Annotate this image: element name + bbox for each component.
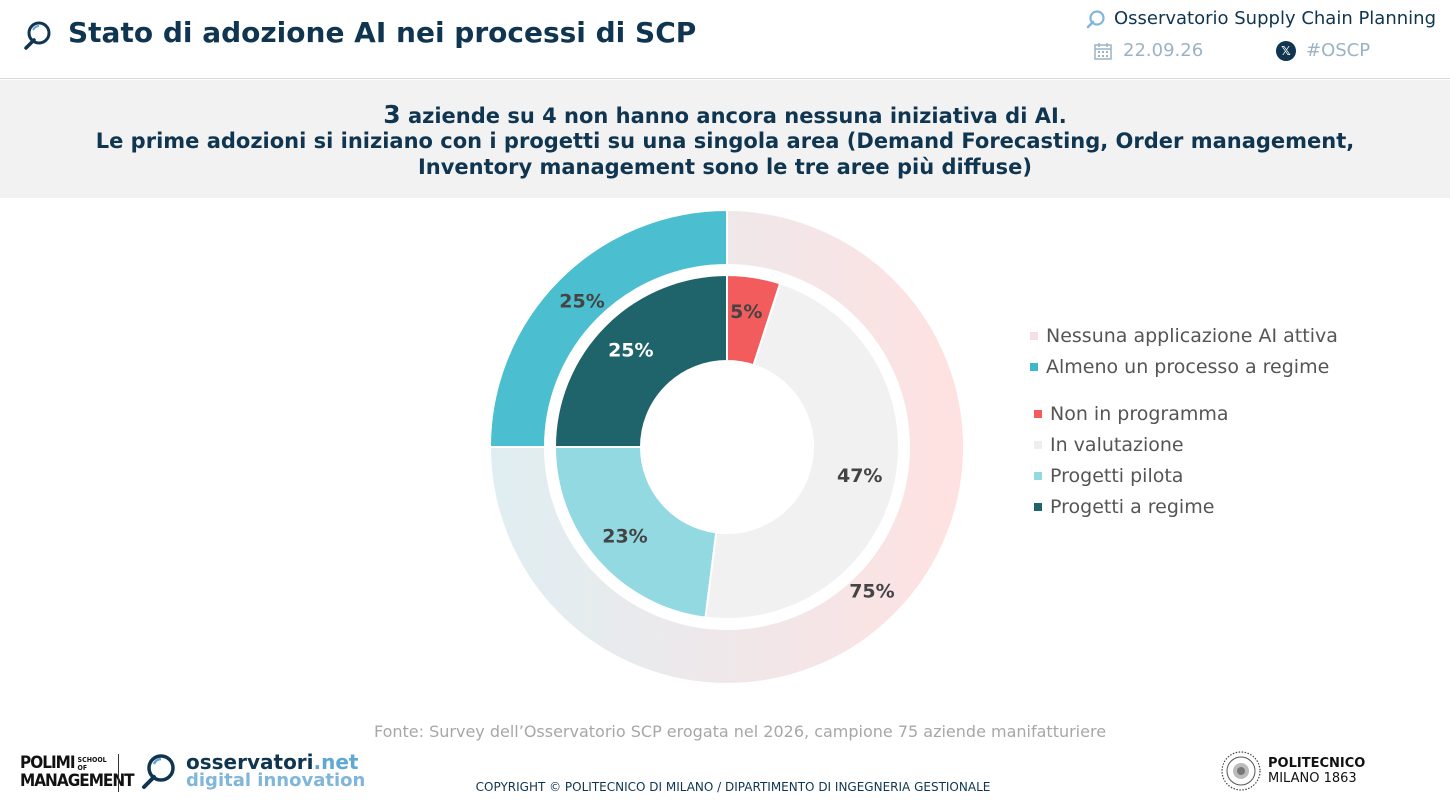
politecnico-logo: POLITECNICO MILANO 1863 [1220, 750, 1365, 792]
key-message-line2: Le prime adozioni si iniziano con i prog… [95, 129, 1355, 179]
osservatori-logo: osservatori.net digital innovation [140, 752, 365, 790]
observatory-name: Osservatorio Supply Chain Planning [1113, 8, 1436, 29]
legend-item-inner-0: Non in programma [1030, 398, 1338, 429]
magnifier-small-icon [1086, 9, 1105, 28]
legend-label: Nessuna applicazione AI attiva [1046, 324, 1338, 347]
inner-ring-label-3: 25% [608, 339, 653, 361]
legend-swatch [1034, 409, 1042, 418]
inner-ring-slice-3 [553, 273, 728, 448]
politecnico-seal-icon [1221, 751, 1261, 791]
legend-label: Progetti a regime [1050, 495, 1215, 518]
osservatori-subtitle: digital innovation [186, 770, 366, 791]
polimi-logo: POLIMI SCHOOL OF MANAGEMENT [20, 753, 135, 791]
inner-ring-slice-1 [704, 282, 901, 621]
legend-swatch [1030, 362, 1038, 371]
legend-item-outer-0: Nessuna applicazione AI attiva [1030, 320, 1338, 351]
politecnico-line1: POLITECNICO [1268, 756, 1366, 771]
key-number: 3 [383, 100, 401, 129]
copyright-note: COPYRIGHT © POLITECNICO DI MILANO / DIPA… [475, 780, 991, 794]
outer-ring-label-1: 25% [559, 291, 604, 313]
footer-divider [118, 754, 119, 792]
legend-label: In valutazione [1050, 433, 1184, 456]
key-message-line1: 3 aziende su 4 non hanno ancora nessuna … [0, 102, 1450, 129]
outer-ring-slice-0 [488, 208, 965, 685]
legend-swatch [1034, 440, 1042, 449]
osservatori-main: osservatori [186, 750, 314, 774]
calendar-icon [1094, 42, 1112, 60]
osservatori-magnifier-icon [142, 754, 175, 789]
outer-ring-label-0: 75% [849, 580, 894, 602]
legend-item-outer-1: Almeno un processo a regime [1030, 351, 1338, 382]
legend-swatch [1034, 471, 1042, 480]
politecnico-line2: MILANO 1863 [1268, 771, 1357, 786]
legend-item-inner-2: Progetti pilota [1030, 460, 1338, 491]
legend-label: Non in programma [1050, 402, 1229, 425]
legend-label: Almeno un processo a regime [1046, 355, 1330, 378]
legend-swatch [1034, 502, 1042, 511]
date-text: 22.09.26 [1123, 40, 1204, 61]
legend-item-inner-1: In valutazione [1030, 429, 1338, 460]
hashtag-text: #OSCP [1306, 40, 1371, 61]
chart-legend: Nessuna applicazione AI attiva Almeno un… [1030, 320, 1338, 522]
legend-swatch [1030, 331, 1038, 340]
inner-ring-label-0: 5% [730, 301, 762, 323]
polimi-line2: MANAGEMENT [20, 771, 135, 791]
x-logo-icon: 𝕏 [1276, 40, 1296, 61]
hashtag-label: 𝕏 #OSCP [1276, 40, 1370, 61]
polimi-school: SCHOOL OF [77, 756, 107, 772]
legend-label: Progetti pilota [1050, 464, 1184, 487]
header: Stato di adozione AI nei processi di SCP… [0, 0, 1450, 79]
key-message-banner: 3 aziende su 4 non hanno ancora nessuna … [0, 80, 1450, 198]
magnifier-logo-icon [24, 21, 51, 50]
source-note: Fonte: Survey dell’Osservatorio SCP erog… [373, 722, 1107, 741]
polimi-line1: POLIMI [20, 753, 76, 773]
inner-ring-label-1: 47% [837, 465, 882, 487]
page-title: Stato di adozione AI nei processi di SCP [68, 16, 697, 49]
inner-ring-slice-2 [553, 446, 718, 619]
observatory-label: Osservatorio Supply Chain Planning [1086, 8, 1436, 29]
key-message-line1-text: aziende su 4 non hanno ancora nessuna in… [400, 104, 1067, 128]
osservatori-name: osservatori.net [186, 752, 365, 772]
date-label: 22.09.26 [1093, 40, 1203, 61]
osservatori-tld: .net [313, 750, 359, 774]
outer-ring-slice-1 [488, 208, 728, 448]
legend-item-inner-3: Progetti a regime [1030, 491, 1338, 522]
inner-ring-label-2: 23% [602, 525, 647, 547]
